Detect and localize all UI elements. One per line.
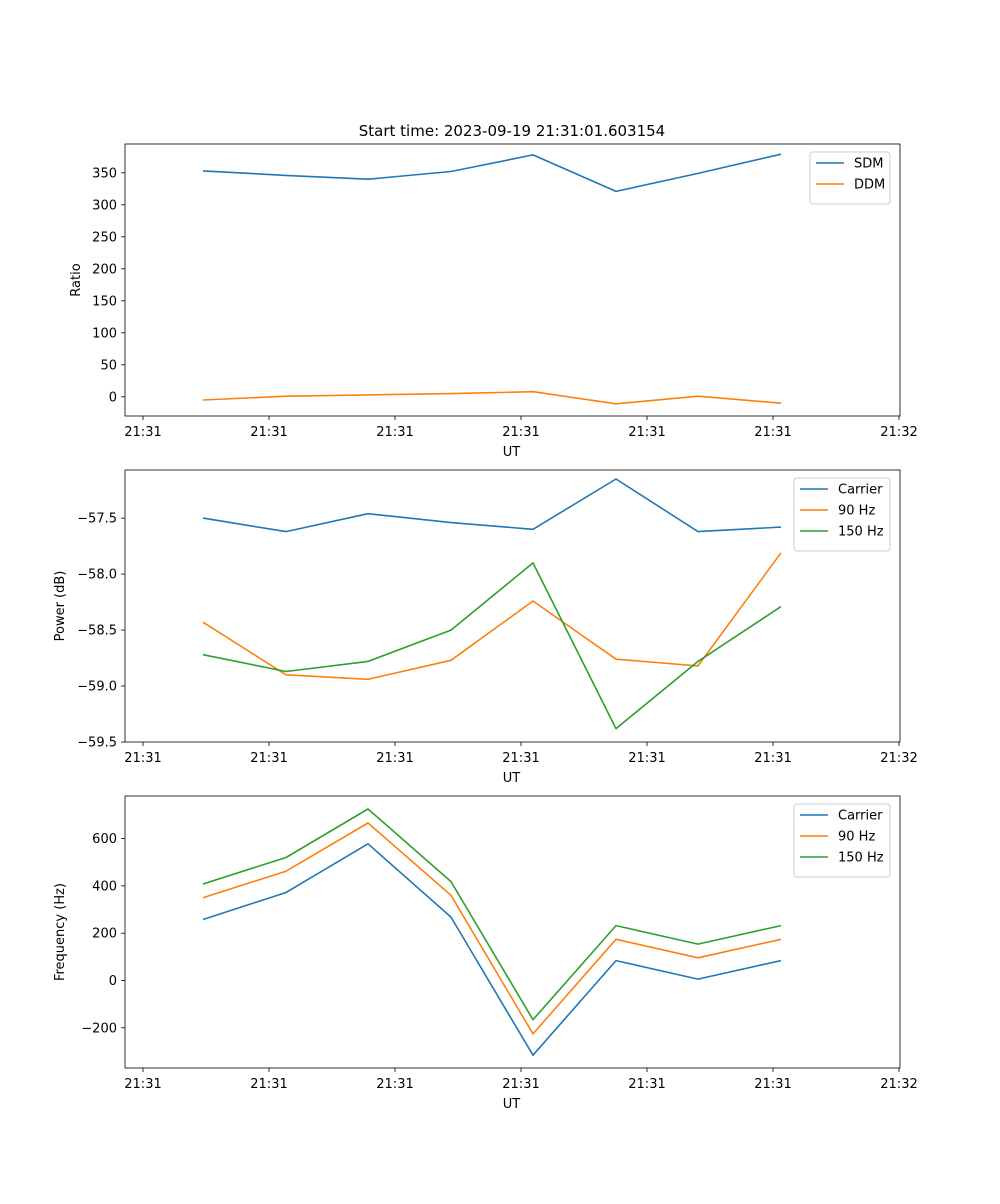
x-tick-label: 21:31 [124, 1077, 161, 1092]
legend-label: 150 Hz [838, 851, 884, 866]
y-axis-label: Ratio [69, 263, 84, 296]
legend: SDM DDM [809, 151, 891, 205]
y-tick-label: 0 [109, 974, 117, 989]
y-tick-label: 600 [92, 832, 117, 847]
series-line-150-hz [202, 562, 782, 730]
x-tick-label: 21:31 [124, 425, 161, 440]
x-tick-label: 21:31 [502, 751, 539, 766]
x-tick-label: 21:32 [880, 1077, 917, 1092]
legend: Carrier 90 Hz 150 Hz [793, 803, 891, 878]
series-line-90-hz [202, 822, 782, 1035]
series-line-150-hz [202, 808, 782, 1021]
legend-label: DDM [854, 178, 885, 193]
y-tick-label: 350 [92, 166, 117, 181]
x-tick-label: 21:31 [502, 1077, 539, 1092]
legend-label: Carrier [838, 809, 883, 824]
x-tick-label: 21:31 [250, 425, 287, 440]
y-tick-label: 50 [100, 358, 117, 373]
subplot-3: 21:31 21:31 21:31 21:31 21:31 21:31 21:32 UT −20… [53, 795, 918, 1112]
axes-frame [124, 795, 901, 1069]
y-tick-label: 0 [109, 390, 117, 405]
x-tick-label: 21:31 [376, 425, 413, 440]
legend-label: 90 Hz [838, 504, 875, 519]
legend-label: SDM [854, 157, 883, 172]
x-tick-label: 21:31 [124, 751, 161, 766]
legend: Carrier 90 Hz 150 Hz [793, 477, 891, 552]
x-tick-label: 21:32 [880, 751, 917, 766]
y-axis-label: Power (dB) [53, 571, 68, 642]
y-tick-label: 400 [92, 879, 117, 894]
legend-label: 90 Hz [838, 830, 875, 845]
y-tick-label: 200 [92, 262, 117, 277]
x-tick-label: 21:31 [376, 1077, 413, 1092]
x-tick-label: 21:31 [628, 751, 665, 766]
x-tick-label: 21:31 [250, 1077, 287, 1092]
series-line-carrier [202, 842, 782, 1056]
x-tick-label: 21:31 [628, 425, 665, 440]
y-tick-label: 250 [92, 230, 117, 245]
legend-label: Carrier [838, 483, 883, 498]
subplot-2: 21:31 21:31 21:31 21:31 21:31 21:31 21:32 UT −59… [53, 469, 918, 786]
x-tick-label: 21:31 [754, 1077, 791, 1092]
y-tick-label: −58.0 [77, 568, 117, 583]
legend-box [793, 477, 891, 552]
x-tick-label: 21:31 [502, 425, 539, 440]
x-tick-label: 21:32 [880, 425, 917, 440]
y-tick-label: 300 [92, 198, 117, 213]
y-tick-label: −57.5 [77, 512, 117, 527]
y-tick-label: 200 [92, 927, 117, 942]
x-tick-label: 21:31 [628, 1077, 665, 1092]
y-tick-label: −59.5 [77, 736, 117, 751]
subplot-1: 21:31 21:31 21:31 21:31 21:31 21:31 21:32 UT 0 50… [69, 143, 918, 460]
axes-frame [124, 143, 901, 417]
y-tick-label: 100 [92, 326, 117, 341]
x-tick-label: 21:31 [754, 751, 791, 766]
y-tick-label: 150 [92, 294, 117, 309]
y-axis-label: Frequency (Hz) [53, 883, 68, 981]
x-axis-label: UT [503, 1097, 521, 1112]
y-tick-label: −59.0 [77, 680, 117, 695]
axes-frame [124, 469, 901, 743]
series-line-carrier [202, 478, 782, 533]
x-tick-label: 21:31 [754, 425, 791, 440]
series-line-90-hz [202, 552, 782, 681]
legend-box [793, 803, 891, 878]
y-tick-label: −58.5 [77, 624, 117, 639]
legend-box [809, 151, 891, 205]
x-axis-label: UT [503, 771, 521, 786]
legend-label: 150 Hz [838, 525, 884, 540]
x-axis-label: UT [503, 445, 521, 460]
series-line-sdm [202, 153, 782, 193]
figure-title: Start time: 2023-09-19 21:31:01.603154 [359, 122, 665, 140]
series-line-ddm [202, 390, 782, 405]
x-tick-label: 21:31 [376, 751, 413, 766]
x-tick-label: 21:31 [250, 751, 287, 766]
y-tick-label: −200 [81, 1021, 117, 1036]
